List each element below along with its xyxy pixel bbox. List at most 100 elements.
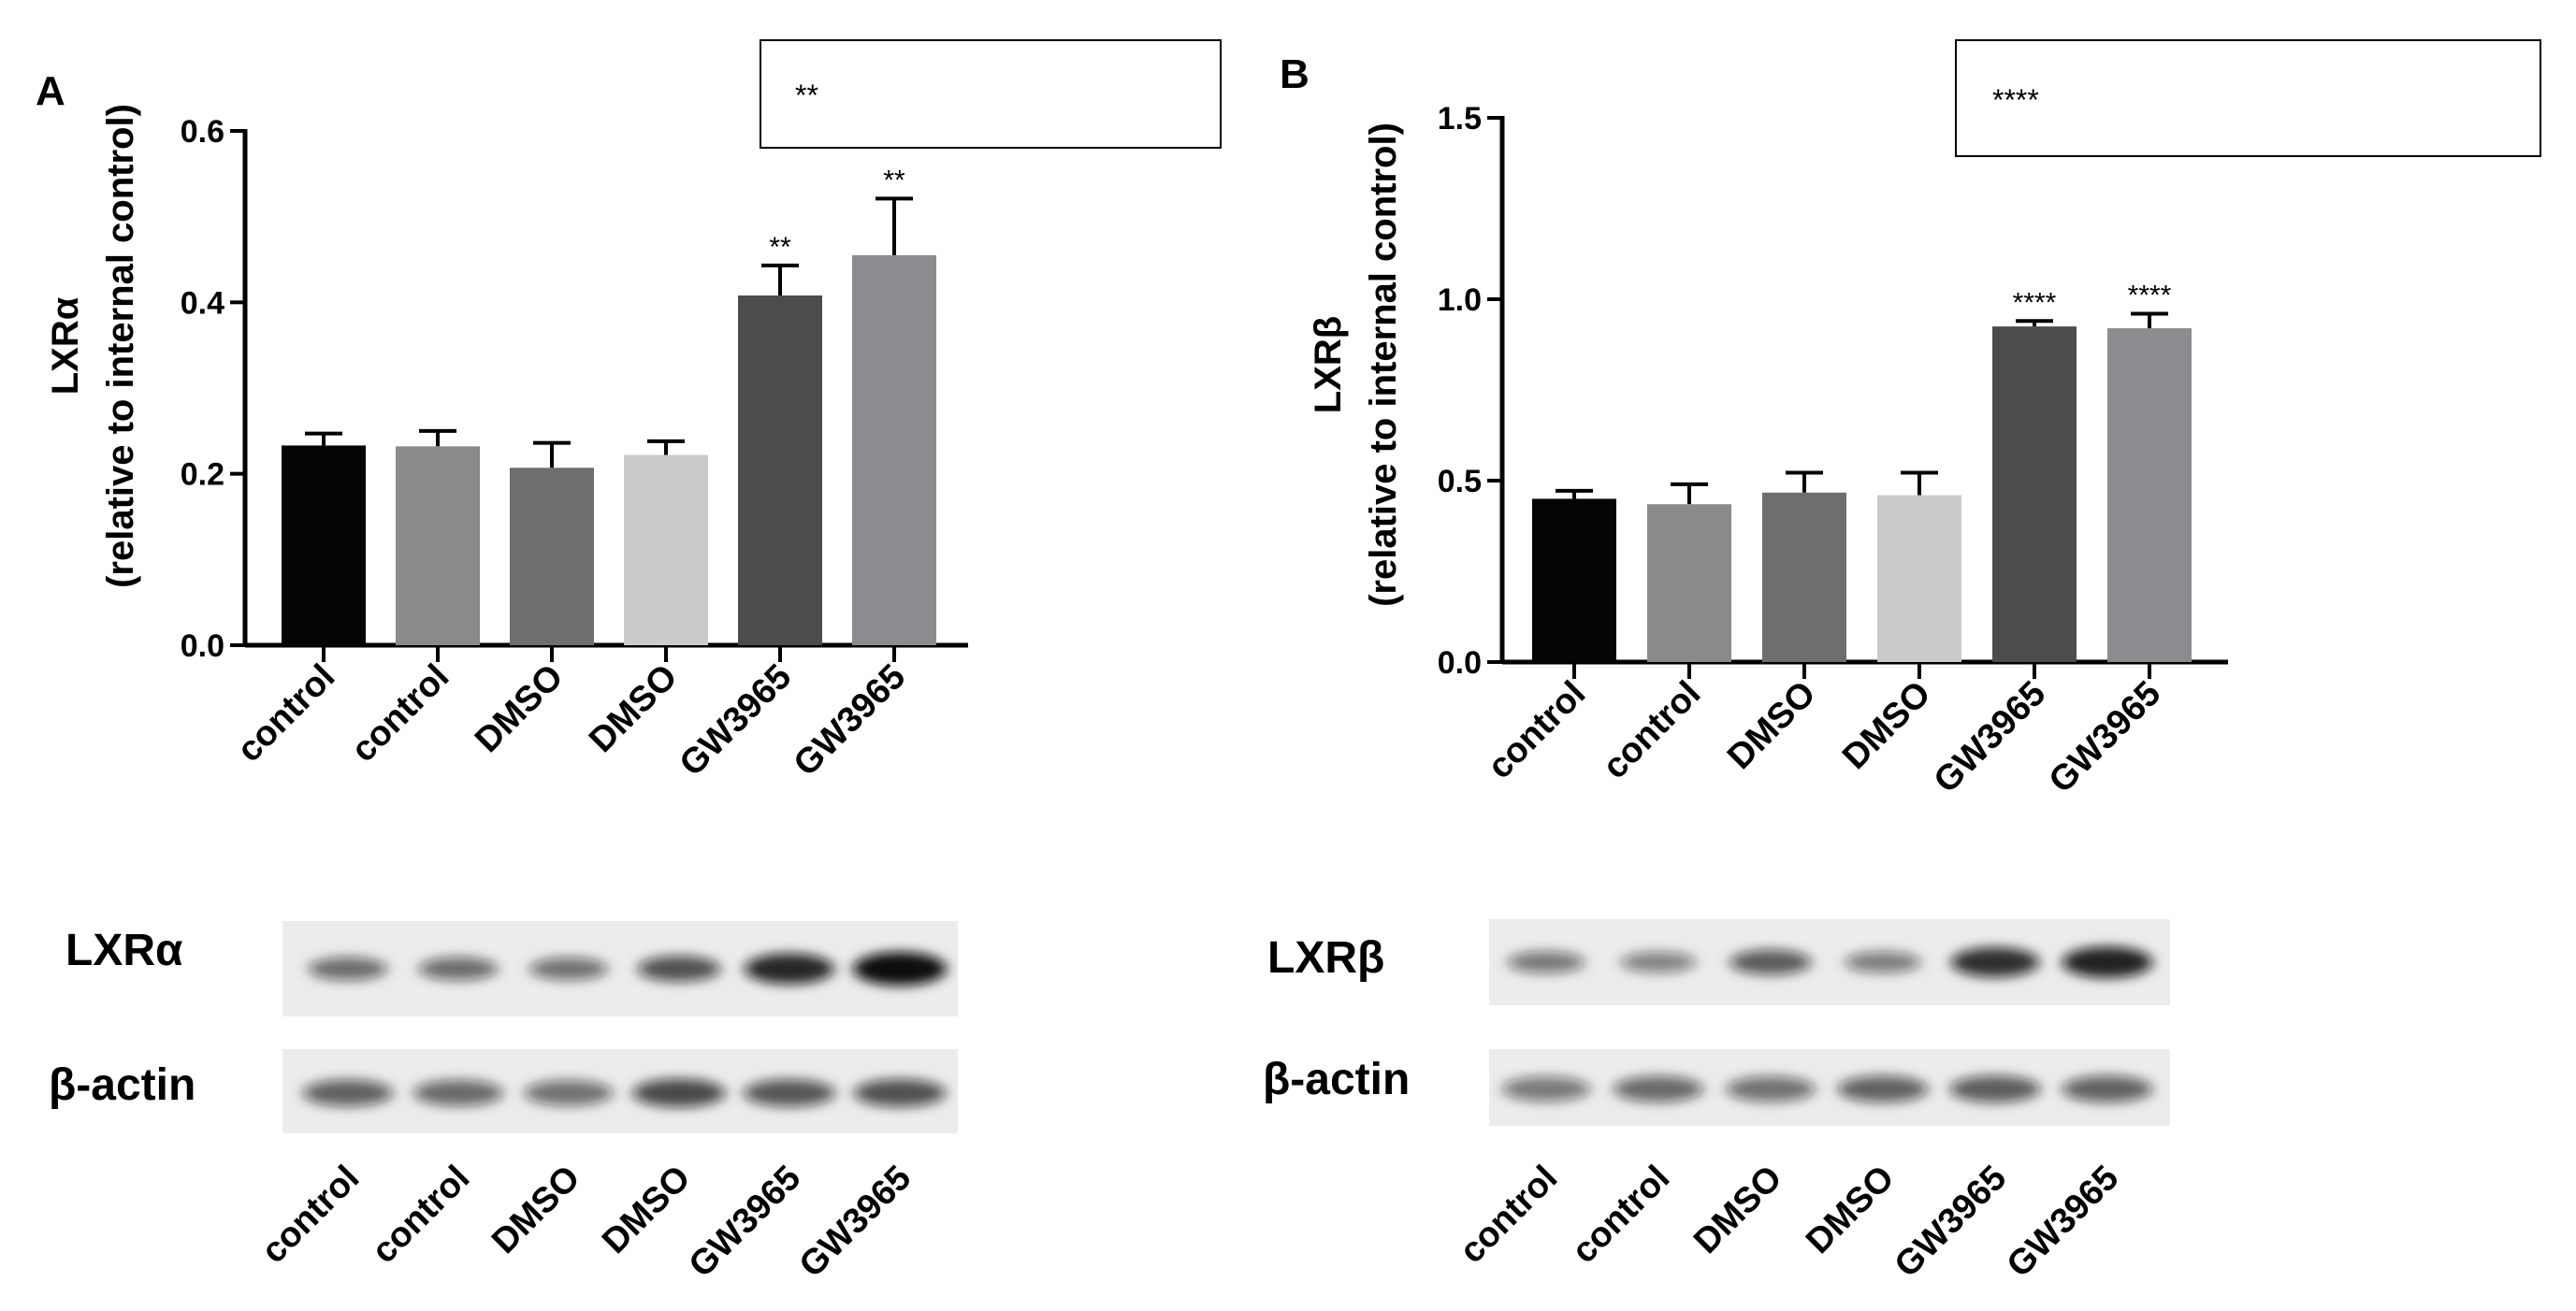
band-target-b — [1507, 951, 1585, 973]
blot-b-control-label: β-actin — [1263, 1055, 1410, 1104]
y-tick-label-a: 0.0 — [181, 628, 224, 664]
band-control-a — [524, 1080, 614, 1106]
lane-label-b: control — [1565, 1159, 1678, 1272]
blot-membrane-target-a — [282, 921, 958, 1016]
bars-b: 0.0 0.5 1.0 1.5 **** **** — [1438, 101, 2228, 681]
bar-b — [1877, 495, 1961, 662]
significance-mark-a: ** — [883, 165, 905, 195]
category-label-a: control — [230, 657, 343, 771]
category-label-a: GW3965 — [787, 657, 914, 785]
significance-mark-a: ** — [769, 232, 791, 263]
y-tick-label-b: 1.5 — [1438, 101, 1482, 137]
legend-a: ** — [760, 39, 1222, 149]
lane-label-a: GW3965 — [792, 1159, 919, 1286]
legend-a-stars: ** — [795, 79, 818, 112]
blot-b-target-label: LXRβ — [1267, 933, 1384, 983]
lane-label-a: DMSO — [595, 1159, 698, 1261]
band-target-a — [308, 957, 388, 981]
bar-b — [1532, 498, 1616, 662]
y-title-b-sub: (relative to internal control) — [1363, 122, 1404, 607]
legend-b-box — [1955, 39, 2541, 157]
band-target-a — [529, 957, 608, 981]
blot-membrane-control-a — [282, 1049, 958, 1133]
bar-b — [1762, 492, 1846, 662]
band-target-b — [1729, 949, 1812, 975]
band-target-a — [853, 952, 947, 986]
legend-a-box — [760, 39, 1222, 149]
band-control-b — [1614, 1075, 1703, 1102]
y-title-a-sub: (relative to internal control) — [100, 104, 141, 588]
category-label-b: control — [1596, 674, 1709, 787]
y-tick-label-a: 0.4 — [181, 285, 224, 321]
panel-b: B **** LXRβ (relative to internal contro… — [1280, 39, 2541, 801]
significance-mark-b: **** — [2128, 281, 2172, 311]
bar-b — [1647, 504, 1731, 662]
bar-b — [1992, 326, 2077, 662]
lane-label-b: GW3965 — [1888, 1159, 2015, 1286]
y-tick-label-b: 0.0 — [1438, 645, 1482, 681]
y-tick-label-b: 1.0 — [1438, 282, 1482, 318]
band-target-b — [1845, 951, 1921, 973]
lane-label-a: GW3965 — [682, 1159, 809, 1286]
bar-a — [510, 468, 594, 645]
band-control-b — [2062, 1075, 2153, 1102]
category-label-a: control — [344, 657, 457, 771]
y-tick-label-a: 0.6 — [181, 114, 224, 150]
category-label-a: GW3965 — [673, 657, 800, 785]
lane-label-a: control — [254, 1159, 368, 1272]
band-target-a — [637, 956, 721, 982]
bars-a: 0.0 0.2 0.4 0.6 ** ** — [181, 114, 968, 664]
y-title-b-main: LXRβ — [1308, 316, 1349, 413]
y-axis-a: LXRα (relative to internal control) — [45, 104, 141, 588]
panel-a: A ** LXRα (relative to internal control)… — [36, 39, 1222, 785]
category-label-b: DMSO — [1720, 674, 1823, 777]
panel-a-letter: A — [36, 68, 65, 114]
category-label-a: DMSO — [582, 657, 685, 760]
band-target-a — [745, 953, 834, 985]
blot-membrane-control-b — [1489, 1049, 2170, 1126]
lane-label-a: DMSO — [485, 1159, 587, 1261]
blot-b-bands — [1489, 919, 2170, 1126]
category-label-b: GW3965 — [1927, 674, 2054, 801]
bar-b — [2107, 328, 2192, 662]
y-axis-b: LXRβ (relative to internal control) — [1308, 122, 1404, 607]
y-title-a-main: LXRα — [45, 296, 86, 395]
category-label-b: DMSO — [1835, 674, 1938, 777]
lane-label-b: DMSO — [1799, 1159, 1902, 1261]
band-control-a — [853, 1078, 947, 1107]
band-control-a — [302, 1079, 394, 1107]
y-tick-label-b: 0.5 — [1438, 464, 1482, 499]
band-control-a — [632, 1078, 726, 1108]
category-label-b: control — [1481, 674, 1594, 787]
band-control-b — [1501, 1076, 1591, 1102]
bar-a — [852, 254, 936, 645]
band-target-b — [1620, 951, 1697, 973]
category-label-b: GW3965 — [2042, 674, 2169, 801]
band-control-a — [413, 1079, 503, 1106]
bar-a — [396, 446, 480, 645]
significance-mark-b: **** — [2013, 287, 2057, 318]
band-target-b — [2062, 946, 2153, 978]
blot-a-bands — [282, 921, 958, 1133]
lane-label-b: GW3965 — [2000, 1159, 2127, 1286]
band-target-b — [1950, 947, 2040, 977]
blot-a-control-label: β-actin — [49, 1060, 195, 1110]
blot-membrane-target-b — [1489, 919, 2170, 1005]
lane-label-b: control — [1453, 1159, 1566, 1272]
band-control-b — [1726, 1075, 1816, 1102]
lane-label-a: control — [365, 1159, 478, 1272]
band-control-b — [1949, 1075, 2041, 1103]
legend-b-stars: **** — [1992, 83, 2039, 117]
bar-a — [738, 295, 822, 645]
bar-a — [624, 454, 708, 645]
y-tick-label-a: 0.2 — [181, 457, 224, 493]
legend-b: **** — [1955, 39, 2541, 157]
blot-a-target-label: LXRα — [65, 926, 183, 975]
category-label-a: DMSO — [468, 657, 571, 760]
